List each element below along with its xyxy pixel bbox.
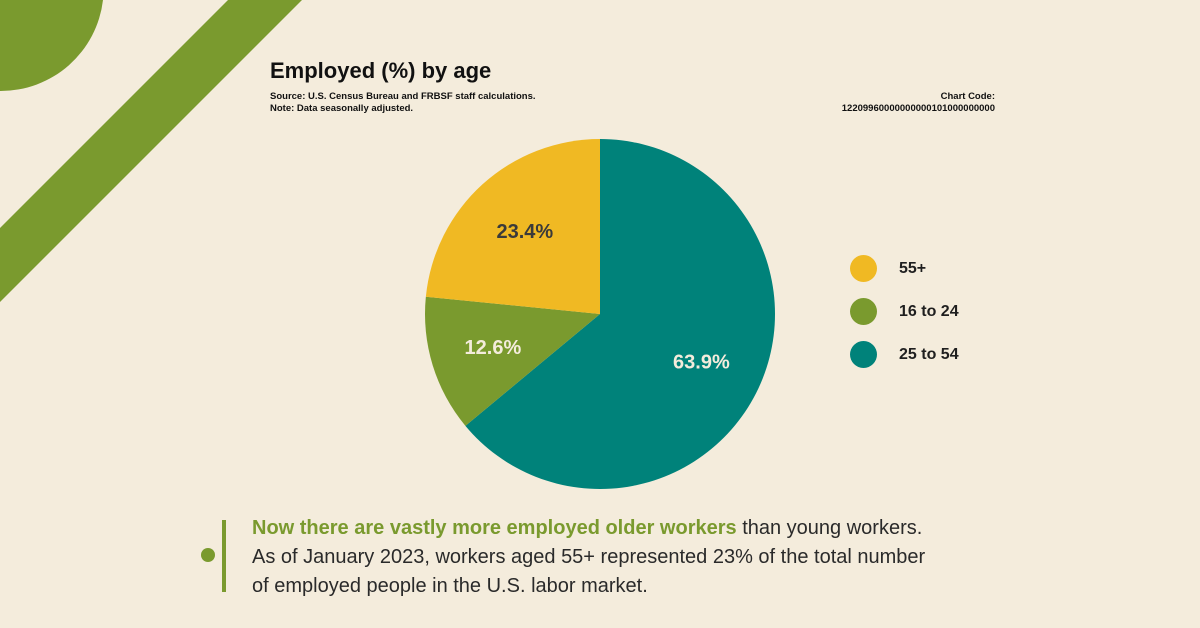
legend-item-55: 55+ <box>850 255 926 282</box>
caption-accent-bar <box>222 520 226 592</box>
chart-code-label: Chart Code: <box>940 91 995 102</box>
chart-code-value: 12209960000000000101000000000 <box>841 103 995 114</box>
pie-label-55: 23.4% <box>496 221 553 243</box>
legend-item-16-to-24: 16 to 24 <box>850 298 959 325</box>
legend-label: 55+ <box>899 259 927 277</box>
pie-label-25-to-54: 63.9% <box>673 352 730 374</box>
pie-slice-25-to-54 <box>465 139 775 490</box>
legend-label: 16 to 24 <box>899 302 959 320</box>
caption-highlight: Now there are vastly more employed older… <box>252 517 737 539</box>
caption-line2: As of January 2023, workers aged 55+ rep… <box>252 546 926 568</box>
diagonal-stripe-shape <box>0 0 302 302</box>
legend-item-25-to-54: 25 to 54 <box>850 341 959 368</box>
chart-source-note: Source: U.S. Census Bureau and FRBSF sta… <box>270 91 536 115</box>
chart-title: Employed (%) by age <box>270 58 492 83</box>
caption-bullet-dot <box>201 548 215 562</box>
caption-text: Now there are vastly more employed older… <box>252 514 1012 601</box>
legend-swatch <box>850 341 877 368</box>
note-line: Note: Data seasonally adjusted. <box>270 103 414 114</box>
legend-swatch <box>850 255 877 282</box>
caption-line3: of employed people in the U.S. labor mar… <box>252 575 648 597</box>
caption-line1-rest: than young workers. <box>736 517 923 539</box>
legend-label: 25 to 54 <box>899 345 959 363</box>
source-line: Source: U.S. Census Bureau and FRBSF sta… <box>270 91 536 102</box>
pie-slice-16-to-24 <box>425 296 600 426</box>
legend-swatch <box>850 298 877 325</box>
chart-code: Chart Code: 1220996000000000010100000000… <box>842 91 995 115</box>
pie-slice-55 <box>425 139 600 314</box>
pie-label-16-to-24: 12.6% <box>465 337 522 359</box>
corner-circle-shape <box>0 0 103 92</box>
